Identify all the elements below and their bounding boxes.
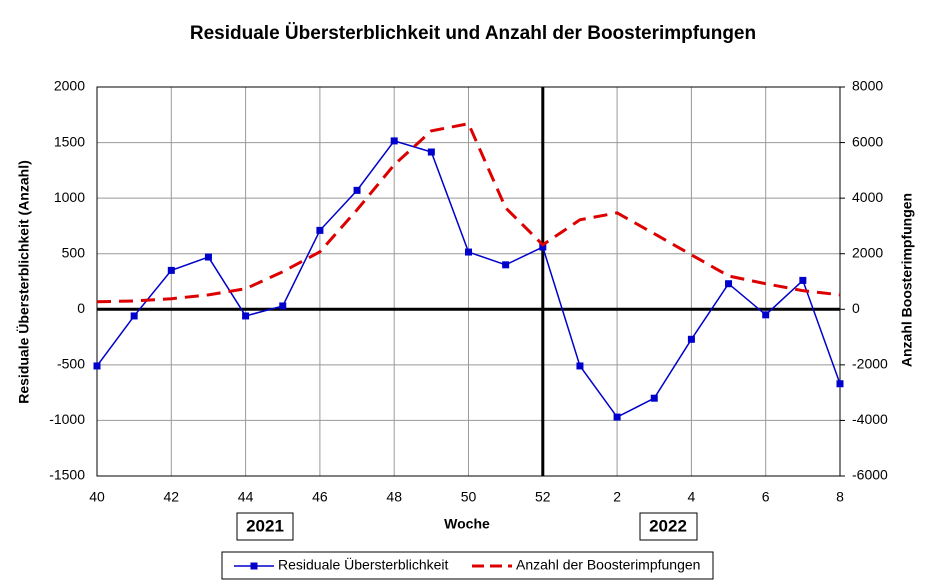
x-tick-label: 40 bbox=[89, 489, 105, 505]
marker bbox=[650, 394, 658, 402]
x-tick-label: 6 bbox=[762, 489, 770, 505]
year-box bbox=[236, 512, 294, 541]
y-tick-label: 1500 bbox=[54, 133, 85, 149]
year-label: 2022 bbox=[649, 516, 687, 535]
x-tick-label: 52 bbox=[535, 489, 551, 505]
y2-tick-label: 8000 bbox=[852, 78, 883, 94]
marker bbox=[316, 226, 324, 234]
marker bbox=[762, 311, 770, 319]
x-tick-label: 8 bbox=[836, 489, 844, 505]
legend-swatch bbox=[250, 562, 258, 570]
y2-axis-label: Anzahl Boosterimpfungen bbox=[899, 193, 915, 367]
y2-tick-label: 6000 bbox=[852, 133, 883, 149]
marker bbox=[502, 261, 510, 269]
x-tick-label: 44 bbox=[238, 489, 254, 505]
marker bbox=[836, 380, 844, 388]
legend-label: Residuale Übersterblichkeit bbox=[278, 556, 449, 573]
marker bbox=[130, 312, 138, 320]
marker bbox=[353, 186, 361, 194]
y-tick-label: 1000 bbox=[54, 189, 85, 205]
y-tick-label: -1000 bbox=[49, 411, 85, 427]
marker bbox=[390, 137, 398, 145]
legend-label: Anzahl der Boosterimpfungen bbox=[516, 557, 700, 573]
y-tick-label: -500 bbox=[57, 356, 85, 372]
marker bbox=[725, 280, 733, 288]
year-box bbox=[639, 512, 698, 541]
marker bbox=[799, 276, 807, 284]
legend bbox=[221, 551, 714, 580]
y2-tick-label: -4000 bbox=[852, 411, 888, 427]
x-tick-label: 2 bbox=[613, 489, 621, 505]
marker bbox=[576, 362, 584, 370]
y-tick-label: 500 bbox=[62, 244, 86, 260]
series-line bbox=[96, 121, 841, 304]
chart-title: Residuale Übersterblichkeit und Anzahl d… bbox=[190, 23, 756, 44]
marker bbox=[427, 148, 435, 156]
marker bbox=[687, 335, 695, 343]
year-label: 2021 bbox=[246, 516, 284, 535]
y2-tick-label: -2000 bbox=[852, 356, 888, 372]
y2-tick-label: 4000 bbox=[852, 189, 883, 205]
x-tick-label: 42 bbox=[164, 489, 180, 505]
x-tick-label: 46 bbox=[312, 489, 328, 505]
y-tick-label: -1500 bbox=[49, 467, 85, 483]
y-tick-label: 0 bbox=[77, 300, 85, 316]
marker bbox=[279, 302, 287, 310]
y-tick-label: 2000 bbox=[54, 78, 85, 94]
marker bbox=[167, 266, 175, 274]
y2-tick-label: 2000 bbox=[852, 244, 883, 260]
marker bbox=[613, 413, 621, 421]
marker bbox=[204, 253, 212, 261]
x-tick-label: 4 bbox=[688, 489, 696, 505]
marker bbox=[539, 243, 547, 251]
x-tick-label: 50 bbox=[461, 489, 477, 505]
x-axis-label: Woche bbox=[444, 516, 490, 532]
marker bbox=[93, 362, 101, 370]
x-tick-label: 48 bbox=[386, 489, 402, 505]
plot-border bbox=[96, 86, 841, 477]
y-axis-label: Residuale Übersterblichkeit (Anzahl) bbox=[16, 160, 32, 404]
y2-tick-label: 0 bbox=[852, 300, 860, 316]
marker bbox=[465, 248, 472, 256]
marker bbox=[242, 312, 250, 320]
y2-tick-label: -6000 bbox=[852, 467, 888, 483]
